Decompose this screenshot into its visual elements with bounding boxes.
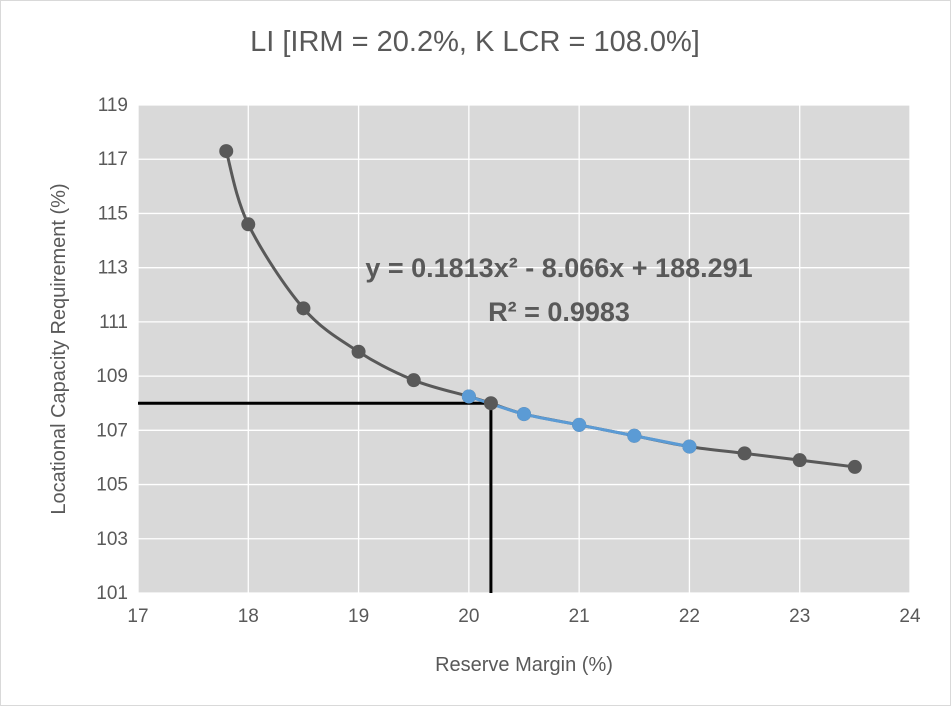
x-tick-label: 21 [569, 606, 590, 627]
y-tick-label: 111 [99, 312, 128, 333]
x-tick-label: 17 [127, 606, 148, 627]
data-point [737, 446, 752, 461]
x-tick-label: 18 [238, 606, 259, 627]
x-tick-label: 19 [348, 606, 369, 627]
x-tick-label: 23 [789, 606, 810, 627]
data-point [461, 389, 476, 404]
data-point [351, 344, 366, 359]
x-axis-ticks: 17 18 19 20 21 22 23 24 [127, 606, 921, 627]
y-tick-label: 101 [96, 583, 128, 604]
trendline-equation: y = 0.1813x² - 8.066x + 188.291 [365, 253, 752, 283]
y-tick-label: 117 [98, 149, 128, 170]
x-tick-label: 24 [899, 606, 921, 627]
data-point [296, 301, 311, 316]
data-point [627, 428, 642, 443]
reference-lines [138, 401, 493, 593]
x-tick-label: 20 [458, 606, 479, 627]
y-axis-ticks: 101 103 105 107 109 111 113 115 117 119 [96, 95, 128, 604]
data-point [572, 417, 587, 432]
x-tick-label: 22 [679, 606, 700, 627]
data-point [483, 396, 498, 411]
r-squared-label: R² = 0.9983 [488, 297, 630, 327]
series-points [219, 144, 862, 474]
data-point [792, 453, 807, 468]
y-tick-label: 113 [98, 258, 128, 279]
data-point [219, 144, 234, 159]
x-axis-title: Reserve Margin (%) [435, 654, 613, 676]
y-tick-label: 103 [96, 529, 128, 550]
data-point [241, 217, 256, 232]
y-tick-label: 119 [98, 95, 128, 116]
y-axis-title: Locational Capacity Requirement (%) [48, 183, 70, 514]
plot-area [138, 105, 910, 593]
data-point [406, 373, 421, 388]
y-tick-label: 109 [96, 366, 128, 387]
y-tick-label: 107 [96, 420, 128, 441]
data-point [847, 459, 862, 474]
data-point [682, 439, 697, 454]
chart-title: LI [IRM = 20.2%, K LCR = 108.0%] [250, 26, 700, 58]
y-tick-label: 115 [98, 203, 128, 224]
data-point [517, 407, 531, 422]
y-tick-label: 105 [96, 475, 128, 496]
